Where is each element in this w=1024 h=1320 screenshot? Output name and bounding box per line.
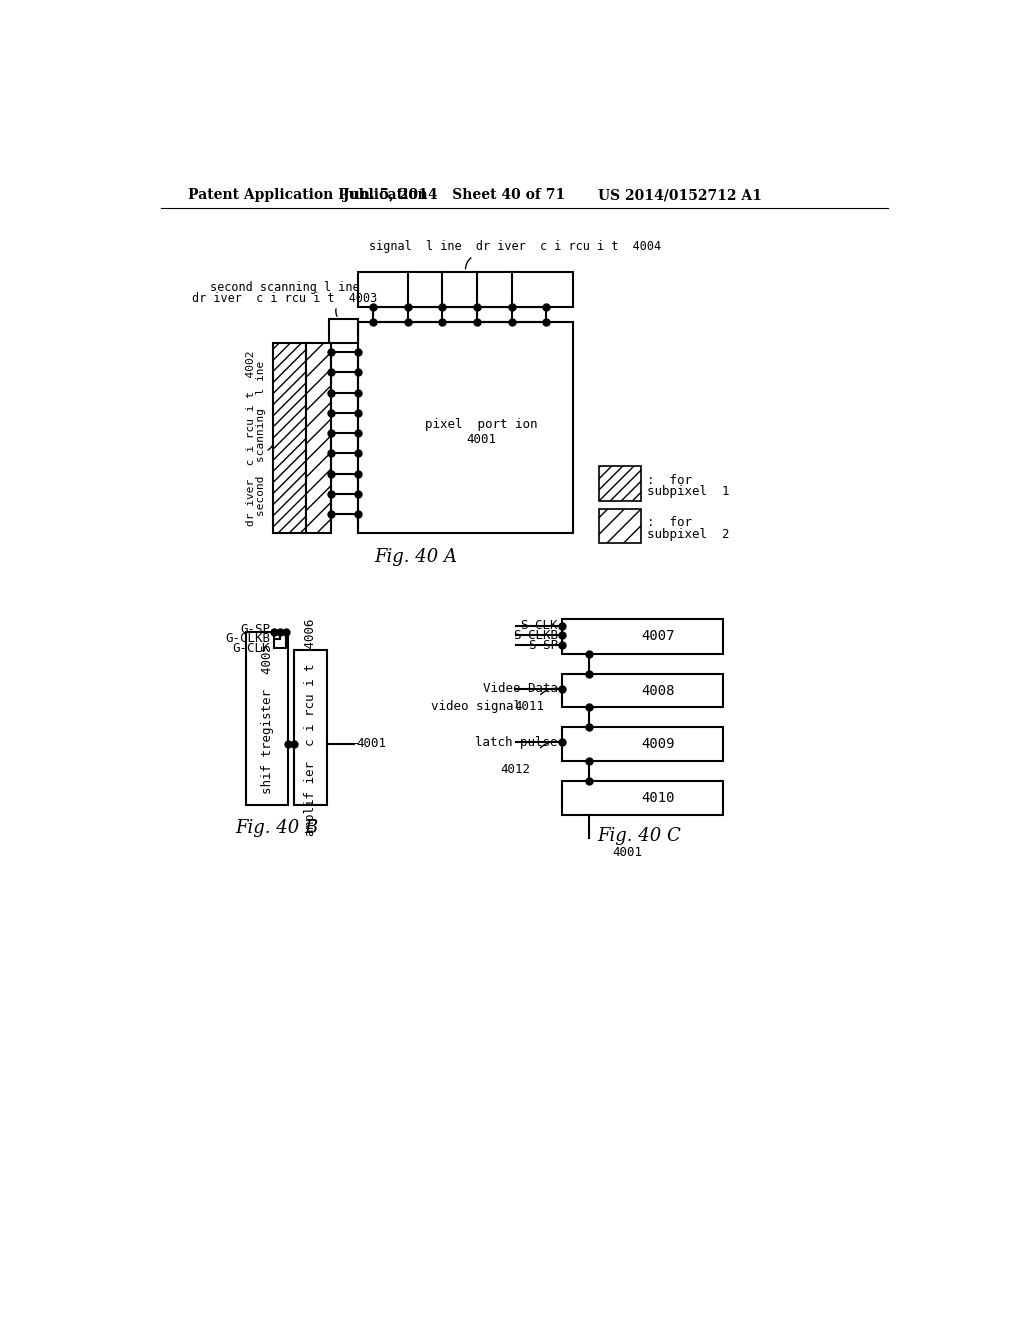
Bar [599,466,641,502]
Text: 4008: 4008 [641,684,675,698]
Text: dr iver  c i rcu i t  4002: dr iver c i rcu i t 4002 [247,350,256,525]
Bar [273,343,306,533]
Text: 4011: 4011 [514,700,544,713]
Text: latch pulse: latch pulse [475,735,558,748]
Text: subpixel  2: subpixel 2 [647,528,730,541]
Text: S-SP: S-SP [528,639,558,652]
Text: 4001: 4001 [466,433,496,446]
Text: 4001: 4001 [356,737,386,750]
Text: Fig. 40 B: Fig. 40 B [236,820,318,837]
Text: G-SP: G-SP [240,623,270,636]
Text: :  for: : for [647,474,692,487]
Text: Video Data: Video Data [483,682,558,696]
Text: US 2014/0152712 A1: US 2014/0152712 A1 [598,189,762,202]
Bar [357,322,573,533]
Text: second scanning l ine: second scanning l ine [210,281,359,294]
Text: shif tregister  4005: shif tregister 4005 [261,644,273,793]
Bar [562,675,724,708]
Text: —: — [346,737,358,750]
Bar [246,632,289,805]
Text: signal  l ine  dr iver  c i rcu i t  4004: signal l ine dr iver c i rcu i t 4004 [370,240,662,253]
Text: dr iver  c i rcu i t  4003: dr iver c i rcu i t 4003 [191,292,377,305]
Text: S-CLK: S-CLK [520,619,558,632]
Text: 4007: 4007 [641,630,675,643]
Text: Fig. 40 C: Fig. 40 C [597,828,681,845]
Text: subpixel  1: subpixel 1 [647,486,730,499]
Bar [562,780,724,816]
Bar [330,318,357,343]
Text: video signal: video signal [431,700,521,713]
Text: G-CLK: G-CLK [232,642,270,655]
Text: Jun. 5, 2014   Sheet 40 of 71: Jun. 5, 2014 Sheet 40 of 71 [343,189,565,202]
Text: 4009: 4009 [641,737,675,751]
Bar [306,343,331,533]
Text: pixel  port ion: pixel port ion [425,417,538,430]
Text: G-CLKB: G-CLKB [225,632,270,645]
Text: 4012: 4012 [501,763,530,776]
Bar [562,726,724,762]
Bar [357,272,573,308]
Text: second  scanning  l ine: second scanning l ine [256,360,266,516]
Text: amplif ier  c i rcu i t  4006: amplif ier c i rcu i t 4006 [304,619,316,836]
Bar [599,508,641,544]
Bar [562,619,724,653]
Text: Patent Application Publication: Patent Application Publication [188,189,428,202]
Text: 4001: 4001 [612,846,642,859]
Bar [294,649,327,805]
Text: S-CLKB: S-CLKB [513,628,558,642]
Text: 4010: 4010 [641,791,675,805]
Text: Fig. 40 A: Fig. 40 A [374,548,457,566]
Text: :  for: : for [647,516,692,529]
